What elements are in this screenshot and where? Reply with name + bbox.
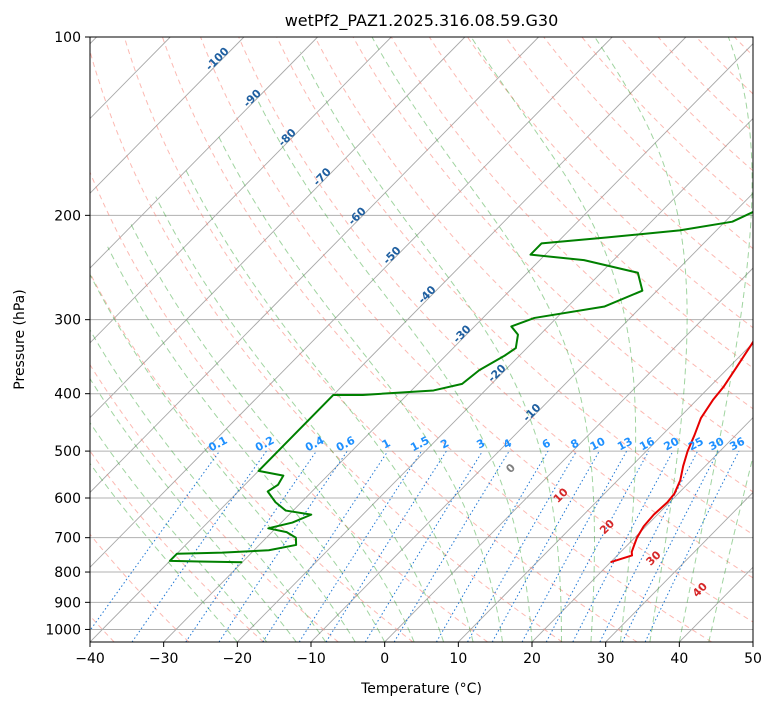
isotherm-line <box>237 117 753 642</box>
x-tick-label: −30 <box>149 651 179 667</box>
mixing-ratio-line <box>185 450 317 642</box>
y-tick-label: 500 <box>54 444 81 460</box>
isotherm-line <box>384 267 753 642</box>
isotherm-line <box>90 37 318 269</box>
x-tick-label: −20 <box>223 651 253 667</box>
chart-title: wetPf2_PAZ1.2025.316.08.59.G30 <box>285 11 559 31</box>
plot-frame <box>89 36 754 643</box>
mixing-ratio-line <box>364 450 483 642</box>
y-tick-label: 200 <box>54 208 81 224</box>
x-tick-label: 40 <box>670 651 688 667</box>
mixing-ratio-label: 20 <box>662 435 682 454</box>
mixing-ratio-line <box>90 450 220 632</box>
y-tick-label: 400 <box>54 387 81 403</box>
y-axis-label: Pressure (hPa) <box>12 289 28 389</box>
dry-adiabat-line <box>352 37 753 451</box>
isotherm-line <box>531 416 753 642</box>
dry-adiabat-line <box>428 37 753 369</box>
isotherm-line <box>310 192 753 642</box>
mixing-ratio-line <box>393 450 510 642</box>
mixing-ratio-line <box>491 450 600 642</box>
moist-adiabat-line <box>184 167 474 642</box>
isotherm-line <box>90 37 687 642</box>
mixing-ratio-label: 10 <box>588 435 608 454</box>
moist-adiabat-line <box>217 134 504 642</box>
moist-adiabat-line <box>90 273 356 642</box>
mixing-ratio-label: 25 <box>686 435 706 454</box>
mixing-ratio-line <box>521 450 628 642</box>
moist-adiabat-line <box>129 222 415 642</box>
y-tick-label: 600 <box>54 491 81 507</box>
isotherm-line <box>90 37 245 194</box>
dry-adiabat-line <box>238 37 753 579</box>
y-tick-label: 800 <box>54 565 81 581</box>
y-tick-label: 300 <box>54 313 81 329</box>
isotherm-line <box>605 491 753 642</box>
x-tick-label: 20 <box>523 651 541 667</box>
mixing-ratio-line <box>545 450 650 642</box>
moist-adiabat-line <box>255 96 533 642</box>
plot-area <box>90 37 753 642</box>
mixing-ratio-line <box>621 450 719 642</box>
x-tick-label: 50 <box>744 651 762 667</box>
x-tick-label: −40 <box>75 651 105 667</box>
moist-adiabat-line <box>90 377 297 642</box>
axis-layer: −40 −30 −20 −10 0 10 20 30 40 50 100 200 300 400 500 60… <box>45 30 762 667</box>
dry-adiabat-line <box>90 533 190 642</box>
moist-adiabat-line <box>708 454 753 642</box>
dry-adiabat-line <box>161 37 713 642</box>
mixing-ratio-line <box>131 450 267 642</box>
moist-adiabat-line <box>90 328 327 642</box>
isotherm-line <box>90 37 392 344</box>
dry-adiabat-line <box>314 37 753 493</box>
data-layer <box>168 210 753 564</box>
dry-adiabat-line <box>390 37 753 410</box>
isotherm-line <box>90 37 613 568</box>
x-tick-label: 30 <box>597 651 615 667</box>
moist-adiabat-line <box>678 37 753 642</box>
mixing-ratio-line <box>325 450 447 642</box>
isotherm-line <box>163 43 753 642</box>
moist-adiabat-line <box>107 246 386 642</box>
y-tick-label: 700 <box>54 531 81 547</box>
x-tick-label: 10 <box>449 651 467 667</box>
mixing-ratio-line <box>262 450 389 642</box>
mixing-ratio-line <box>644 450 740 642</box>
moist-adiabat-line <box>299 51 562 642</box>
moist-adiabat-line <box>90 462 238 642</box>
isotherm-line <box>90 37 466 419</box>
dewpoint-profile <box>168 210 753 564</box>
x-tick-label: −10 <box>296 651 326 667</box>
mixing-ratio-label: 16 <box>637 435 657 454</box>
y-tick-label: 100 <box>54 30 81 46</box>
y-tick-label: 900 <box>54 595 81 611</box>
mixing-ratio-label: 13 <box>615 435 635 454</box>
isotherm-line <box>90 37 539 494</box>
y-tick-label: 1000 <box>45 622 81 638</box>
temperature-profile <box>610 340 753 564</box>
moist-adiabat-line <box>155 196 445 642</box>
mixing-ratio-label: 30 <box>707 435 727 454</box>
moist-adiabat-line <box>594 37 688 642</box>
isotherm-line <box>458 342 753 642</box>
moist-adiabat-line <box>470 37 637 642</box>
x-tick-label: 0 <box>380 651 389 667</box>
dry-adiabat-line <box>123 37 638 642</box>
mixing-ratio-label: 36 <box>727 435 747 454</box>
x-axis-label: Temperature (°C) <box>360 681 482 697</box>
moist-adiabat-line <box>90 421 268 642</box>
dry-adiabat-line <box>200 37 753 623</box>
dry-adiabat-line <box>90 170 488 642</box>
moist-adiabat-line <box>371 37 595 642</box>
mixing-ratio-line <box>298 450 423 642</box>
dry-adiabat-line <box>276 37 753 536</box>
mixing-ratio-line <box>218 450 348 642</box>
